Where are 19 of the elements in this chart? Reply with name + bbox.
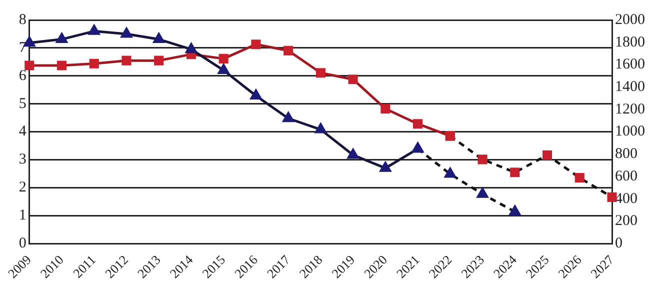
y2-tick-label: 0 bbox=[615, 236, 622, 252]
y2-tick-label: 1800 bbox=[615, 34, 645, 50]
y2-tick-label: 200 bbox=[615, 213, 638, 230]
y2-tick-label: 800 bbox=[615, 146, 638, 162]
y2-tick-label: 1000 bbox=[615, 124, 645, 140]
y-tick-label: 4 bbox=[18, 124, 27, 140]
y-tick-label: 3 bbox=[18, 152, 26, 168]
y2-tick-label: 1400 bbox=[615, 79, 645, 96]
y-tick-label: 5 bbox=[18, 96, 26, 112]
y-tick-label: 6 bbox=[18, 68, 27, 84]
y2-tick-label: 400 bbox=[615, 190, 638, 207]
y-tick-label: 0 bbox=[18, 236, 26, 252]
y2-tick-label: 600 bbox=[615, 168, 638, 184]
y2-tick-label: 1600 bbox=[615, 56, 645, 73]
y-tick-label: 8 bbox=[18, 12, 26, 28]
y2-tick-label: 2000 bbox=[615, 12, 645, 28]
y-tick-label: 1 bbox=[18, 208, 26, 224]
y2-tick-label: 1200 bbox=[615, 101, 645, 118]
y-tick-label: 2 bbox=[18, 180, 26, 196]
